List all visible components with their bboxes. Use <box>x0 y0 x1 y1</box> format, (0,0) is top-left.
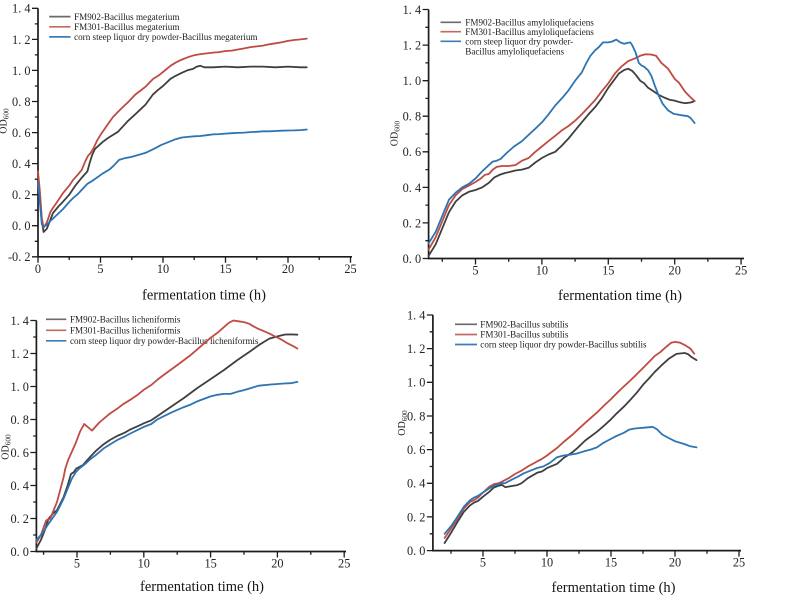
svg-text:15: 15 <box>204 557 216 571</box>
svg-text:0. 4: 0. 4 <box>12 157 30 171</box>
svg-text:25: 25 <box>338 557 350 571</box>
svg-text:5: 5 <box>97 262 103 276</box>
svg-text:10: 10 <box>541 556 553 570</box>
svg-text:1. 2: 1. 2 <box>10 347 28 361</box>
svg-text:fermentation time (h): fermentation time (h) <box>551 580 675 596</box>
svg-text:OD600: OD600 <box>1 434 13 460</box>
svg-text:25: 25 <box>344 262 356 276</box>
svg-text:corn steep liquor dry powder-: corn steep liquor dry powder- <box>465 37 573 47</box>
svg-text:10: 10 <box>157 262 169 276</box>
svg-text:5: 5 <box>74 557 80 571</box>
svg-text:1. 0: 1. 0 <box>10 380 28 394</box>
svg-text:0. 8: 0. 8 <box>12 95 30 109</box>
svg-text:5: 5 <box>480 556 486 570</box>
svg-text:0. 8: 0. 8 <box>407 409 425 423</box>
svg-text:corn steep liquor dry powder-B: corn steep liquor dry powder-Bacillus su… <box>480 340 647 350</box>
svg-text:fermentation time (h): fermentation time (h) <box>142 288 266 304</box>
svg-text:FM902-Bacillus amyloliquefacie: FM902-Bacillus amyloliquefaciens <box>465 18 594 28</box>
svg-text:1. 0: 1. 0 <box>407 376 425 390</box>
svg-text:corn steep liquor dry powder-B: corn steep liquor dry powder-Bacillus li… <box>70 336 259 346</box>
svg-text:0. 4: 0. 4 <box>10 479 28 493</box>
svg-text:0. 2: 0. 2 <box>12 188 30 202</box>
svg-text:fermentation time (h): fermentation time (h) <box>140 579 264 595</box>
svg-text:FM301-Bacillus amyloliquefacie: FM301-Bacillus amyloliquefaciens <box>465 27 594 37</box>
svg-text:25: 25 <box>735 264 747 278</box>
svg-text:FM301-Bacillus subtilis: FM301-Bacillus subtilis <box>480 330 569 340</box>
svg-text:0. 2: 0. 2 <box>407 510 425 524</box>
svg-text:FM902-Bacillus subtilis: FM902-Bacillus subtilis <box>480 320 569 330</box>
svg-text:0. 0: 0. 0 <box>407 544 425 558</box>
svg-text:0. 0: 0. 0 <box>403 252 421 266</box>
svg-text:1. 2: 1. 2 <box>12 33 30 47</box>
svg-text:0. 6: 0. 6 <box>10 446 28 460</box>
svg-text:fermentation time (h): fermentation time (h) <box>558 288 682 304</box>
svg-text:0. 4: 0. 4 <box>403 181 421 195</box>
svg-text:1. 0: 1. 0 <box>12 64 30 78</box>
svg-text:20: 20 <box>669 264 681 278</box>
svg-text:0. 6: 0. 6 <box>403 145 421 159</box>
svg-text:Bacillus amyloliquefaciens: Bacillus amyloliquefaciens <box>465 47 564 57</box>
svg-text:1. 2: 1. 2 <box>403 39 421 53</box>
svg-text:FM902-Bacillus licheniformis: FM902-Bacillus licheniformis <box>70 315 181 325</box>
svg-text:1. 0: 1. 0 <box>403 74 421 88</box>
svg-text:10: 10 <box>536 264 548 278</box>
svg-text:20: 20 <box>282 262 294 276</box>
svg-text:0. 2: 0. 2 <box>10 512 28 526</box>
svg-text:0. 0: 0. 0 <box>12 219 30 233</box>
svg-text:0. 0: 0. 0 <box>10 545 28 559</box>
svg-text:0. 4: 0. 4 <box>407 477 425 491</box>
svg-text:OD600: OD600 <box>0 108 10 134</box>
svg-text:20: 20 <box>271 557 283 571</box>
svg-text:FM902-Bacillus megaterium: FM902-Bacillus megaterium <box>74 12 179 22</box>
svg-text:20: 20 <box>669 556 681 570</box>
svg-text:10: 10 <box>138 557 150 571</box>
svg-text:0. 2: 0. 2 <box>403 216 421 230</box>
svg-text:1. 4: 1. 4 <box>407 308 425 322</box>
svg-text:1. 2: 1. 2 <box>407 342 425 356</box>
svg-text:OD600: OD600 <box>390 120 402 146</box>
svg-text:25: 25 <box>733 556 745 570</box>
svg-text:0. 6: 0. 6 <box>12 126 30 140</box>
svg-text:corn steep liquor dry powder-B: corn steep liquor dry powder-Bacillus me… <box>74 32 257 42</box>
svg-text:15: 15 <box>602 264 614 278</box>
svg-text:15: 15 <box>219 262 231 276</box>
svg-text:0. 6: 0. 6 <box>407 443 425 457</box>
svg-text:OD600: OD600 <box>397 410 409 436</box>
svg-text:1. 4: 1. 4 <box>10 314 28 328</box>
svg-text:0. 8: 0. 8 <box>403 110 421 124</box>
svg-text:5: 5 <box>472 264 478 278</box>
svg-text:1. 4: 1. 4 <box>403 3 421 17</box>
svg-text:-0. 2: -0. 2 <box>8 250 31 264</box>
svg-text:1. 4: 1. 4 <box>12 2 30 16</box>
svg-text:0: 0 <box>35 262 41 276</box>
svg-text:0. 8: 0. 8 <box>10 413 28 427</box>
svg-text:FM301-Bacillus megaterium: FM301-Bacillus megaterium <box>74 22 179 32</box>
svg-text:15: 15 <box>605 556 617 570</box>
svg-text:FM301-Bacillus licheniformis: FM301-Bacillus licheniformis <box>70 326 181 336</box>
